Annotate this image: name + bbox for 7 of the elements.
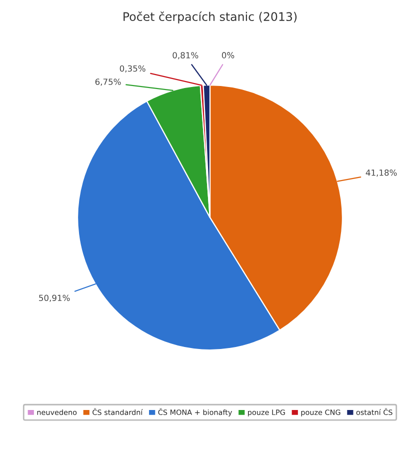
- data-label: 0,81%: [172, 52, 198, 60]
- data-label: 6,75%: [95, 78, 121, 86]
- text: 0%: [222, 52, 234, 58]
- data-label: 41,18%: [366, 169, 397, 177]
- data-label: 50,91%: [39, 294, 70, 302]
- chart-title: Počet čerpacích stanic (2013): [124, 11, 297, 24]
- data-label: 0,35%: [120, 65, 146, 73]
